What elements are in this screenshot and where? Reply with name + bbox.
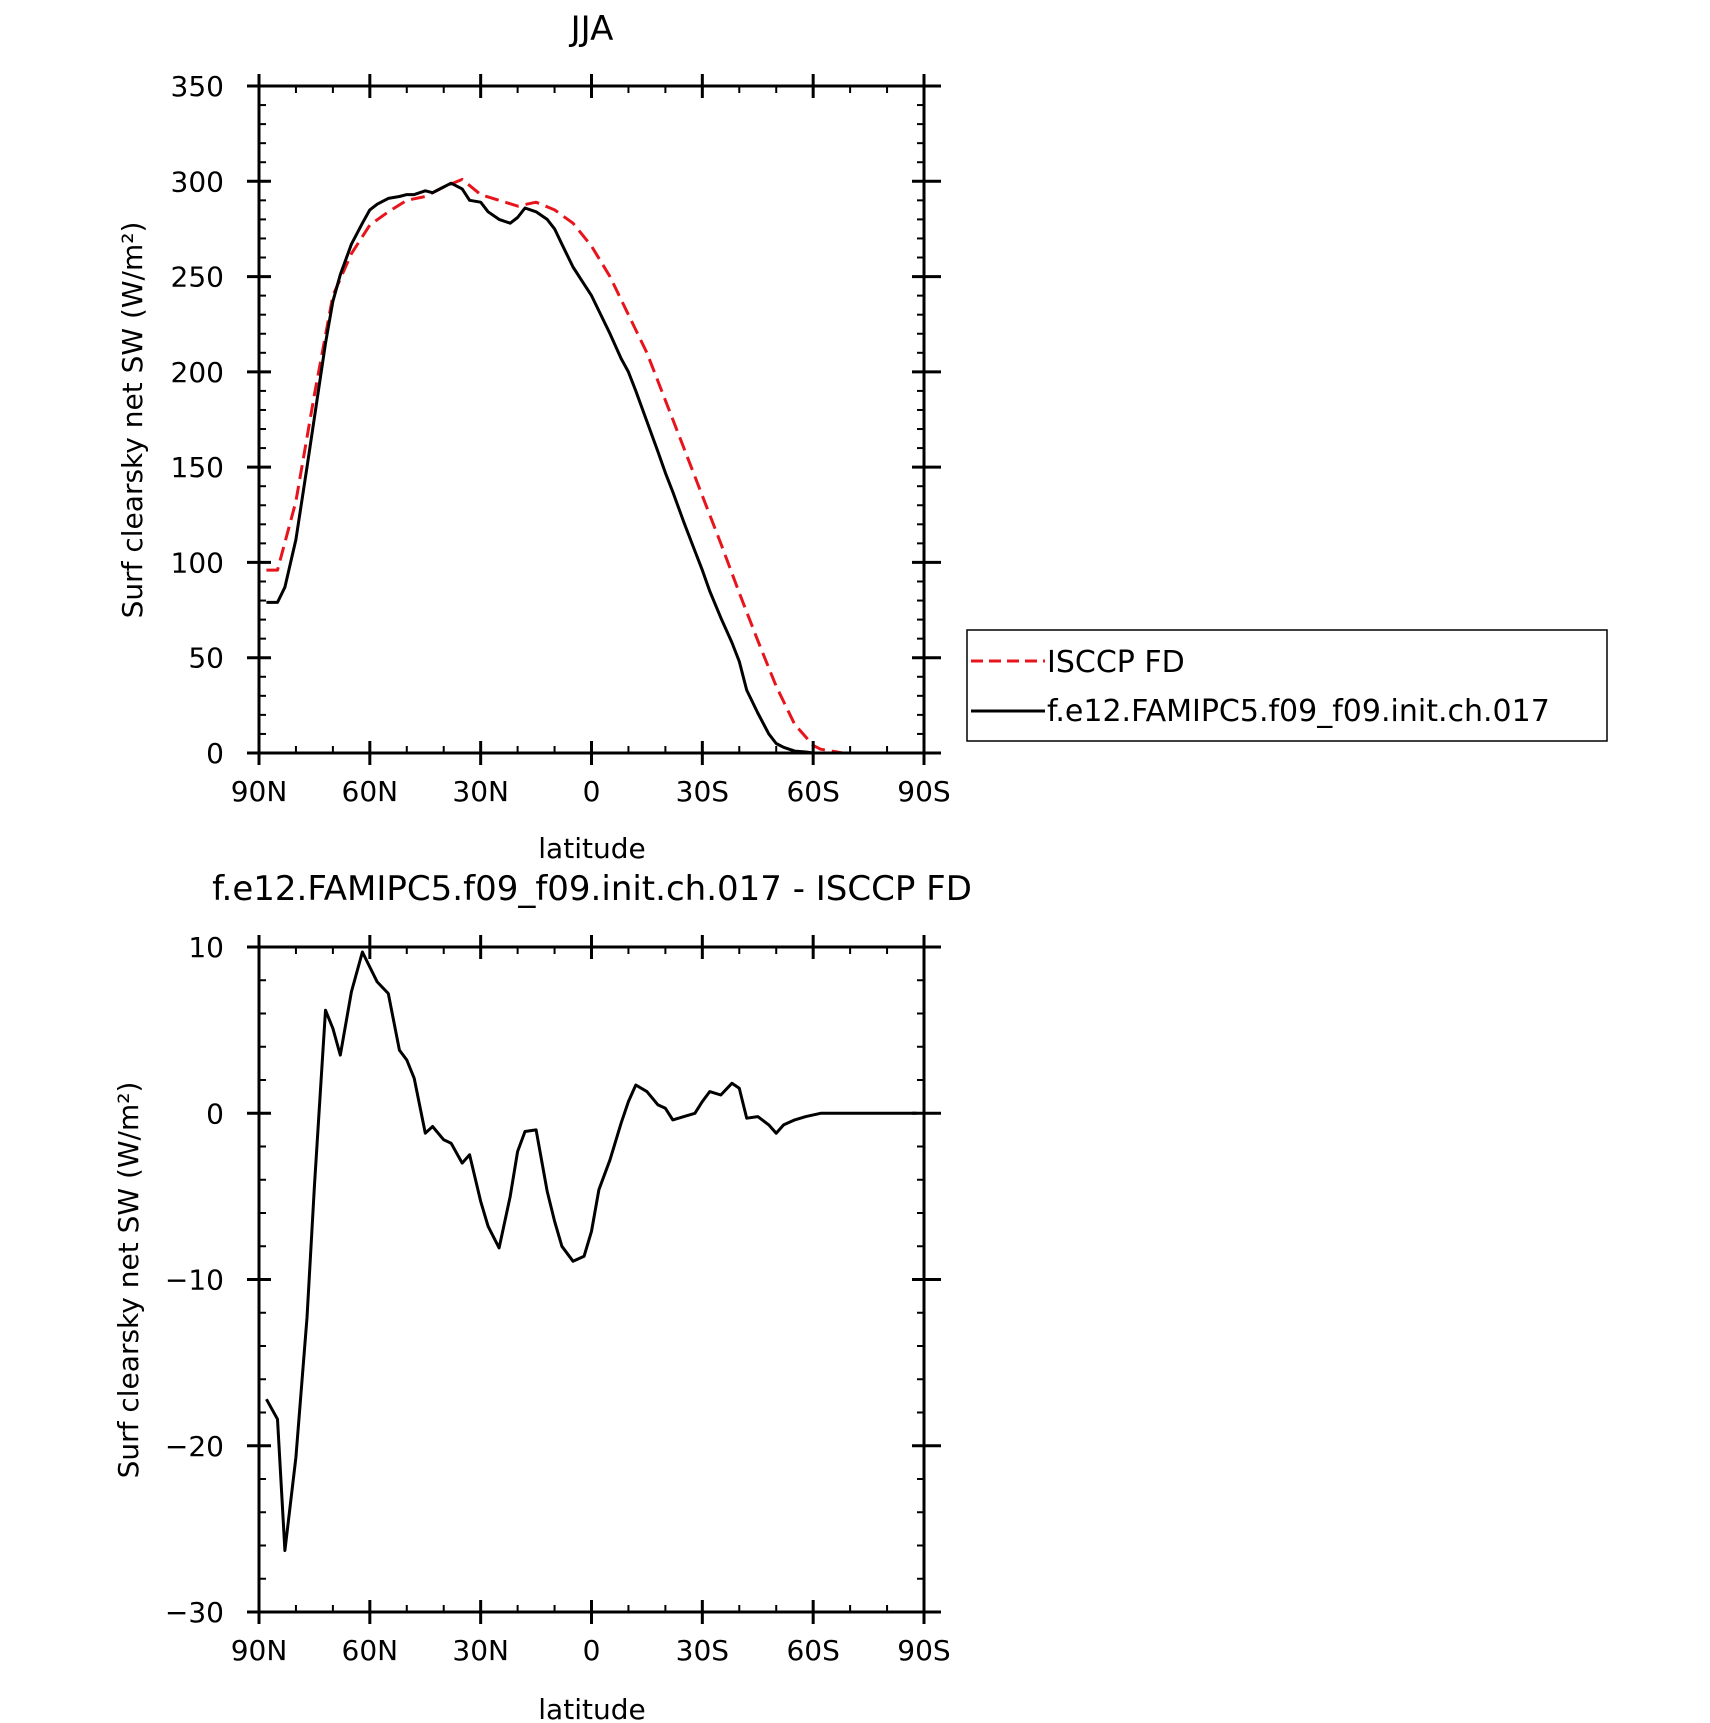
bottom-panel-y-tick-label: 0	[206, 1097, 224, 1130]
bottom-panel-x-tick-label: 60S	[786, 1634, 839, 1667]
top-panel-y-tick-label: 300	[171, 165, 224, 198]
legend-box	[966, 629, 1608, 742]
bottom-panel-x-tick-label: 30S	[676, 1634, 729, 1667]
bottom-panel-y-axis-label: Surf clearsky net SW (W/m²)	[112, 1082, 145, 1479]
top-panel-y-tick-label: 250	[171, 261, 224, 294]
bottom-panel-title: f.e12.FAMIPC5.f09_f09.init.ch.017 - ISCC…	[212, 869, 972, 909]
bottom-panel-y-tick-label: 10	[188, 931, 224, 964]
top-panel-x-tick-label: 30N	[452, 775, 509, 808]
top-panel-axes: 90N 60N 30N 0 30S 60S 90S 0 50 100 150 200 250 300 350	[171, 70, 951, 808]
bottom-panel: f.e12.FAMIPC5.f09_f09.init.ch.017 - ISCC…	[112, 869, 972, 1723]
top-panel-x-tick-label: 60S	[786, 775, 839, 808]
top-panel-series-line-0	[266, 177, 917, 755]
bottom-panel-x-tick-label: 30N	[452, 1634, 509, 1667]
bottom-panel-x-tick-label: 90N	[231, 1634, 288, 1667]
top-panel-x-axis-label: latitude	[538, 832, 645, 865]
top-panel-y-tick-label: 150	[171, 451, 224, 484]
top-panel-y-tick-label: 200	[171, 356, 224, 389]
bottom-panel-y-tick-label: −20	[165, 1430, 224, 1463]
top-panel-series	[266, 177, 917, 755]
bottom-panel-series	[265, 950, 917, 1552]
top-panel-y-tick-label: 100	[171, 546, 224, 579]
top-panel-y-axis-label: Surf clearsky net SW (W/m²)	[116, 222, 149, 619]
top-panel-x-tick-label: 90S	[897, 775, 950, 808]
top-panel-title: JJA	[569, 9, 614, 49]
bottom-panel-series-line-0	[265, 950, 917, 1552]
top-panel-x-tick-label: 60N	[342, 775, 399, 808]
bottom-panel-y-tick-label: −30	[165, 1596, 224, 1629]
top-panel-series-line-1	[266, 181, 917, 755]
top-panel-y-tick-label: 0	[206, 737, 224, 770]
bottom-panel-y-tick-label: −10	[165, 1264, 224, 1297]
top-panel-x-tick-label: 30S	[676, 775, 729, 808]
top-panel-y-tick-label: 350	[171, 70, 224, 103]
bottom-panel-x-tick-label: 90S	[897, 1634, 950, 1667]
bottom-panel-x-tick-label: 0	[583, 1634, 601, 1667]
top-panel-y-tick-label: 50	[188, 642, 224, 675]
top-panel-x-tick-label: 0	[583, 775, 601, 808]
legend-label-model: f.e12.FAMIPC5.f09_f09.init.ch.017	[1047, 694, 1550, 729]
legend-label-isccp: ISCCP FD	[1047, 645, 1185, 680]
top-panel-x-tick-label: 90N	[231, 775, 288, 808]
bottom-panel-x-tick-label: 60N	[342, 1634, 399, 1667]
top-panel-frame	[257, 84, 926, 755]
bottom-panel-frame	[257, 945, 926, 1614]
bottom-panel-x-axis-label: latitude	[538, 1693, 645, 1723]
top-panel: JJA 90N 60N 30N 0 30S 60S 90S 0 50 100 150 200 250 30…	[116, 9, 1608, 865]
legend: ISCCP FD f.e12.FAMIPC5.f09_f09.init.ch.0…	[966, 629, 1608, 742]
bottom-panel-axes: 90N 60N 30N 0 30S 60S 90S −30 −20 −10 0 10	[165, 931, 951, 1667]
